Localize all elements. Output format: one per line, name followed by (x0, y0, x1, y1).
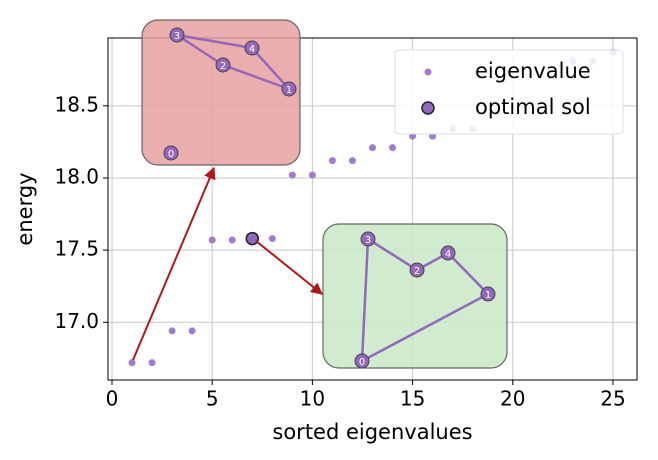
tour-node (360, 231, 376, 247)
arrow (255, 240, 323, 295)
x-tick-label: 20 (500, 387, 525, 411)
tour-node (480, 286, 496, 302)
tour-node (281, 81, 297, 97)
data-point (268, 235, 276, 243)
tour-node (244, 40, 260, 56)
y-tick-label: 17.0 (54, 309, 99, 333)
legend: eigenvalue optimal sol (394, 49, 624, 135)
x-tick-label: 15 (400, 387, 425, 411)
x-tick-label: 0 (106, 387, 119, 411)
tour-node (215, 57, 231, 73)
node-label: 2 (220, 61, 226, 72)
node-label: 2 (414, 266, 420, 277)
node-label: 1 (485, 290, 491, 301)
data-point (128, 359, 136, 367)
tour-node (163, 145, 179, 161)
legend-marker (424, 68, 432, 76)
data-point (389, 144, 397, 152)
node-label: 3 (365, 235, 371, 246)
data-point (369, 144, 376, 152)
arrow (132, 166, 216, 361)
legend-label: optimal sol (475, 95, 591, 119)
legend-label: eigenvalue (475, 59, 591, 83)
tour-edge (176, 33, 224, 67)
tour-edge (360, 238, 370, 362)
data-point (348, 157, 356, 165)
x-tick-label: 10 (300, 387, 325, 411)
data-point (245, 231, 260, 246)
node-label: 4 (445, 249, 451, 260)
node-label: 0 (359, 357, 365, 368)
data-point (148, 359, 156, 367)
tour-edge (361, 292, 489, 363)
node-label: 4 (249, 44, 255, 55)
tour-edge (176, 33, 253, 50)
plot-frame (107, 37, 638, 381)
data-point (208, 236, 216, 244)
tour-edge (447, 252, 489, 295)
node-label: 3 (174, 31, 180, 42)
tour-node (354, 353, 370, 369)
y-tick-label: 18.0 (54, 164, 99, 188)
x-tick-label: 25 (600, 387, 625, 411)
tour-node (440, 245, 456, 261)
x-axis-label: sorted eigenvalues (272, 420, 472, 444)
legend-box (394, 49, 624, 135)
data-point (308, 171, 316, 179)
data-point (228, 236, 236, 244)
tour-edge (367, 237, 418, 272)
y-tick-label: 18.5 (54, 92, 99, 116)
x-tick-label: 5 (206, 387, 219, 411)
data-point (188, 327, 196, 335)
tour-node (409, 262, 425, 278)
y-tick-label: 17.5 (54, 237, 99, 261)
tour-edge (251, 47, 290, 90)
node-label: 0 (168, 149, 174, 160)
y-axis-label: energy (13, 172, 37, 245)
data-point (288, 171, 296, 179)
node-label: 1 (286, 85, 292, 96)
data-point (328, 157, 336, 165)
legend-marker (421, 101, 435, 115)
inset-box (322, 223, 508, 369)
tour-edge (222, 63, 290, 91)
tour-node (169, 27, 185, 43)
data-point (168, 327, 176, 335)
